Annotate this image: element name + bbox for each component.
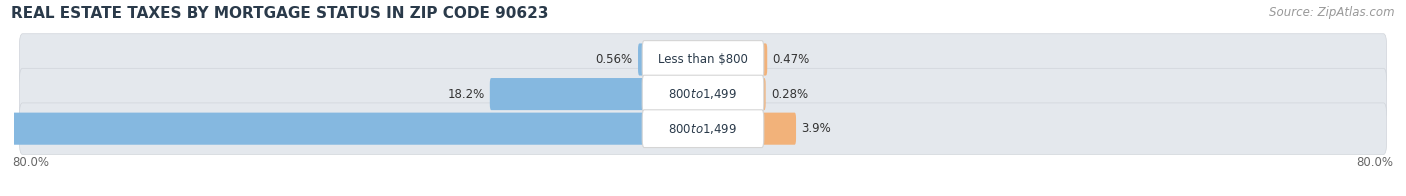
FancyBboxPatch shape [761,44,768,75]
Text: Source: ZipAtlas.com: Source: ZipAtlas.com [1270,6,1395,19]
Text: 0.28%: 0.28% [770,88,808,101]
FancyBboxPatch shape [20,68,1386,120]
FancyBboxPatch shape [638,44,645,75]
Text: Less than $800: Less than $800 [658,53,748,66]
Text: 3.9%: 3.9% [801,122,831,135]
FancyBboxPatch shape [20,34,1386,85]
Text: 0.47%: 0.47% [772,53,810,66]
FancyBboxPatch shape [489,78,645,110]
FancyBboxPatch shape [761,113,796,145]
FancyBboxPatch shape [0,113,645,145]
FancyBboxPatch shape [761,78,766,110]
Text: 18.2%: 18.2% [447,88,485,101]
Text: $800 to $1,499: $800 to $1,499 [668,87,738,101]
FancyBboxPatch shape [643,110,763,148]
Text: $800 to $1,499: $800 to $1,499 [668,122,738,136]
FancyBboxPatch shape [643,75,763,113]
FancyBboxPatch shape [20,103,1386,154]
Text: 0.56%: 0.56% [596,53,633,66]
Text: REAL ESTATE TAXES BY MORTGAGE STATUS IN ZIP CODE 90623: REAL ESTATE TAXES BY MORTGAGE STATUS IN … [11,6,548,21]
FancyBboxPatch shape [643,41,763,78]
